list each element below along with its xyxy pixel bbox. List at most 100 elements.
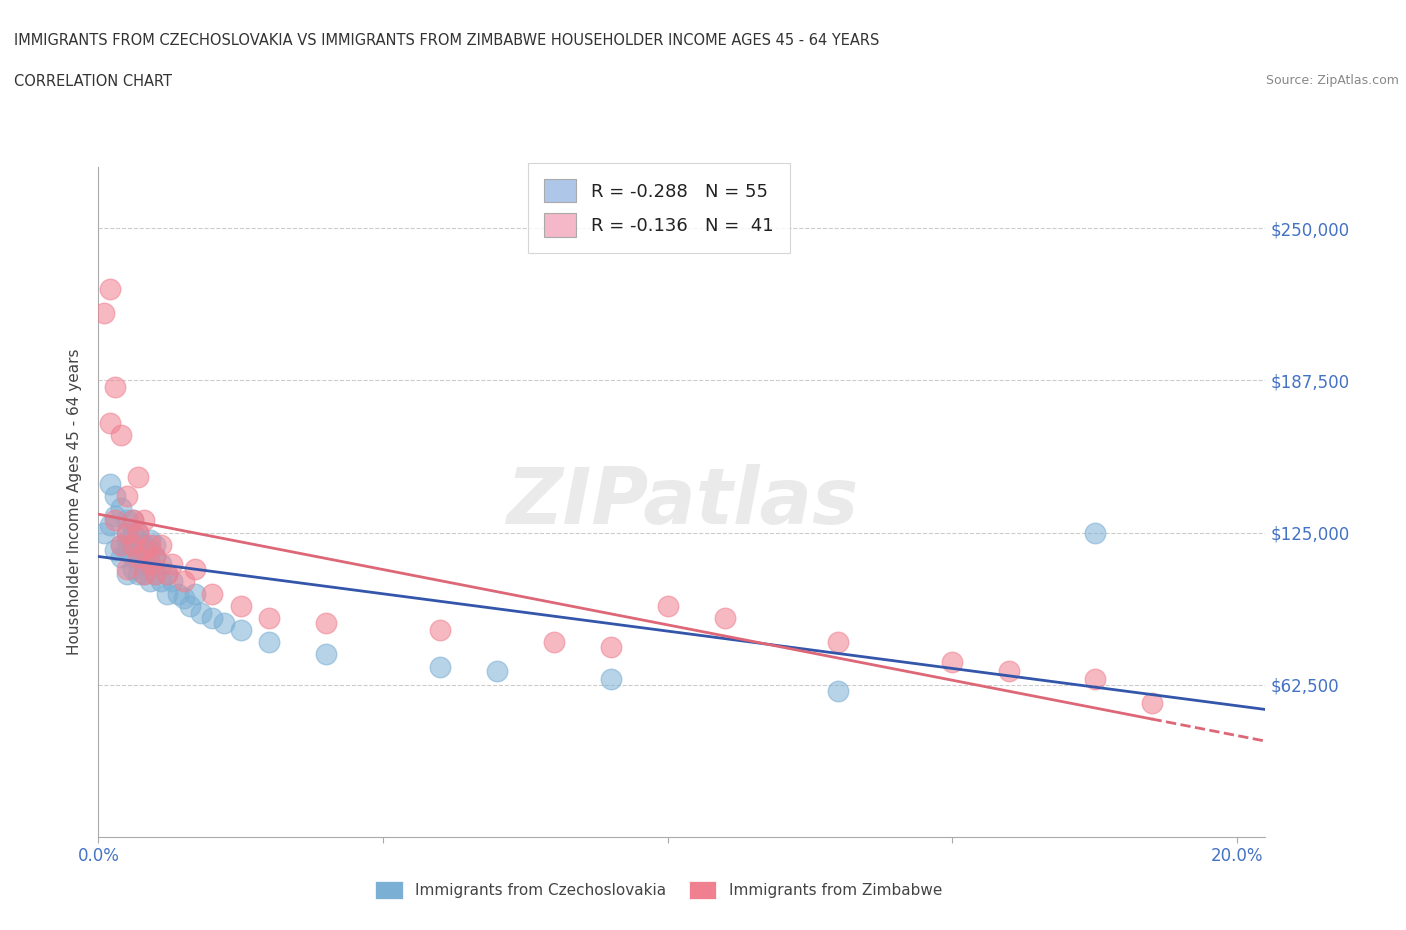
Point <box>156 586 179 601</box>
Point <box>429 659 451 674</box>
Point <box>138 533 160 548</box>
Point <box>110 428 132 443</box>
Point <box>121 513 143 528</box>
Point <box>115 542 138 557</box>
Point <box>143 550 166 565</box>
Point <box>115 525 138 540</box>
Point <box>173 591 195 605</box>
Point <box>121 562 143 577</box>
Point <box>827 684 849 698</box>
Point <box>132 513 155 528</box>
Point <box>167 586 190 601</box>
Point <box>115 566 138 581</box>
Point <box>127 525 149 540</box>
Point <box>98 416 121 431</box>
Point <box>110 501 132 516</box>
Point <box>599 640 621 655</box>
Point <box>127 525 149 540</box>
Point <box>143 566 166 581</box>
Point <box>315 616 337 631</box>
Point <box>173 574 195 589</box>
Point <box>201 610 224 625</box>
Point <box>543 635 565 650</box>
Point <box>115 533 138 548</box>
Point <box>184 586 207 601</box>
Point <box>110 538 132 552</box>
Point <box>121 538 143 552</box>
Point <box>127 550 149 565</box>
Point <box>190 605 212 620</box>
Text: Source: ZipAtlas.com: Source: ZipAtlas.com <box>1265 74 1399 87</box>
Point <box>229 622 252 637</box>
Point <box>1084 525 1107 540</box>
Point <box>132 557 155 572</box>
Point <box>212 616 235 631</box>
Point <box>201 586 224 601</box>
Point <box>132 542 155 557</box>
Point <box>485 664 508 679</box>
Point <box>156 566 179 581</box>
Point <box>713 610 735 625</box>
Point <box>138 574 160 589</box>
Point <box>1084 671 1107 686</box>
Point <box>132 566 155 581</box>
Point <box>115 562 138 577</box>
Point <box>121 525 143 540</box>
Point <box>257 635 280 650</box>
Point <box>115 488 138 503</box>
Point <box>115 513 138 528</box>
Point <box>138 538 160 552</box>
Point <box>150 574 173 589</box>
Point <box>229 598 252 613</box>
Point <box>104 542 127 557</box>
Point <box>132 550 155 565</box>
Text: CORRELATION CHART: CORRELATION CHART <box>14 74 172 89</box>
Point <box>162 574 184 589</box>
Point <box>138 557 160 572</box>
Point <box>104 488 127 503</box>
Point <box>599 671 621 686</box>
Point <box>162 557 184 572</box>
Point <box>156 566 179 581</box>
Point <box>132 566 155 581</box>
Point <box>98 282 121 297</box>
Point <box>93 306 115 321</box>
Point <box>143 538 166 552</box>
Point <box>138 542 160 557</box>
Point <box>657 598 679 613</box>
Point <box>150 557 173 572</box>
Point <box>121 513 143 528</box>
Point <box>143 550 166 565</box>
Point <box>104 379 127 394</box>
Point <box>127 550 149 565</box>
Point <box>121 550 143 565</box>
Point <box>121 538 143 552</box>
Text: ZIPatlas: ZIPatlas <box>506 464 858 540</box>
Point <box>257 610 280 625</box>
Legend: Immigrants from Czechoslovakia, Immigrants from Zimbabwe: Immigrants from Czechoslovakia, Immigran… <box>367 873 949 907</box>
Y-axis label: Householder Income Ages 45 - 64 years: Householder Income Ages 45 - 64 years <box>67 349 83 656</box>
Point <box>104 508 127 523</box>
Point <box>104 513 127 528</box>
Point <box>127 566 149 581</box>
Point <box>315 647 337 662</box>
Point <box>98 476 121 491</box>
Point <box>138 557 160 572</box>
Point <box>93 525 115 540</box>
Point <box>179 598 201 613</box>
Point <box>1140 696 1163 711</box>
Point <box>143 566 166 581</box>
Point <box>150 538 173 552</box>
Point <box>998 664 1021 679</box>
Point <box>827 635 849 650</box>
Point <box>941 654 963 669</box>
Point <box>115 525 138 540</box>
Point <box>127 542 149 557</box>
Point <box>127 470 149 485</box>
Point <box>98 518 121 533</box>
Point <box>110 550 132 565</box>
Text: IMMIGRANTS FROM CZECHOSLOVAKIA VS IMMIGRANTS FROM ZIMBABWE HOUSEHOLDER INCOME AG: IMMIGRANTS FROM CZECHOSLOVAKIA VS IMMIGR… <box>14 33 879 47</box>
Point <box>132 538 155 552</box>
Point <box>184 562 207 577</box>
Point <box>429 622 451 637</box>
